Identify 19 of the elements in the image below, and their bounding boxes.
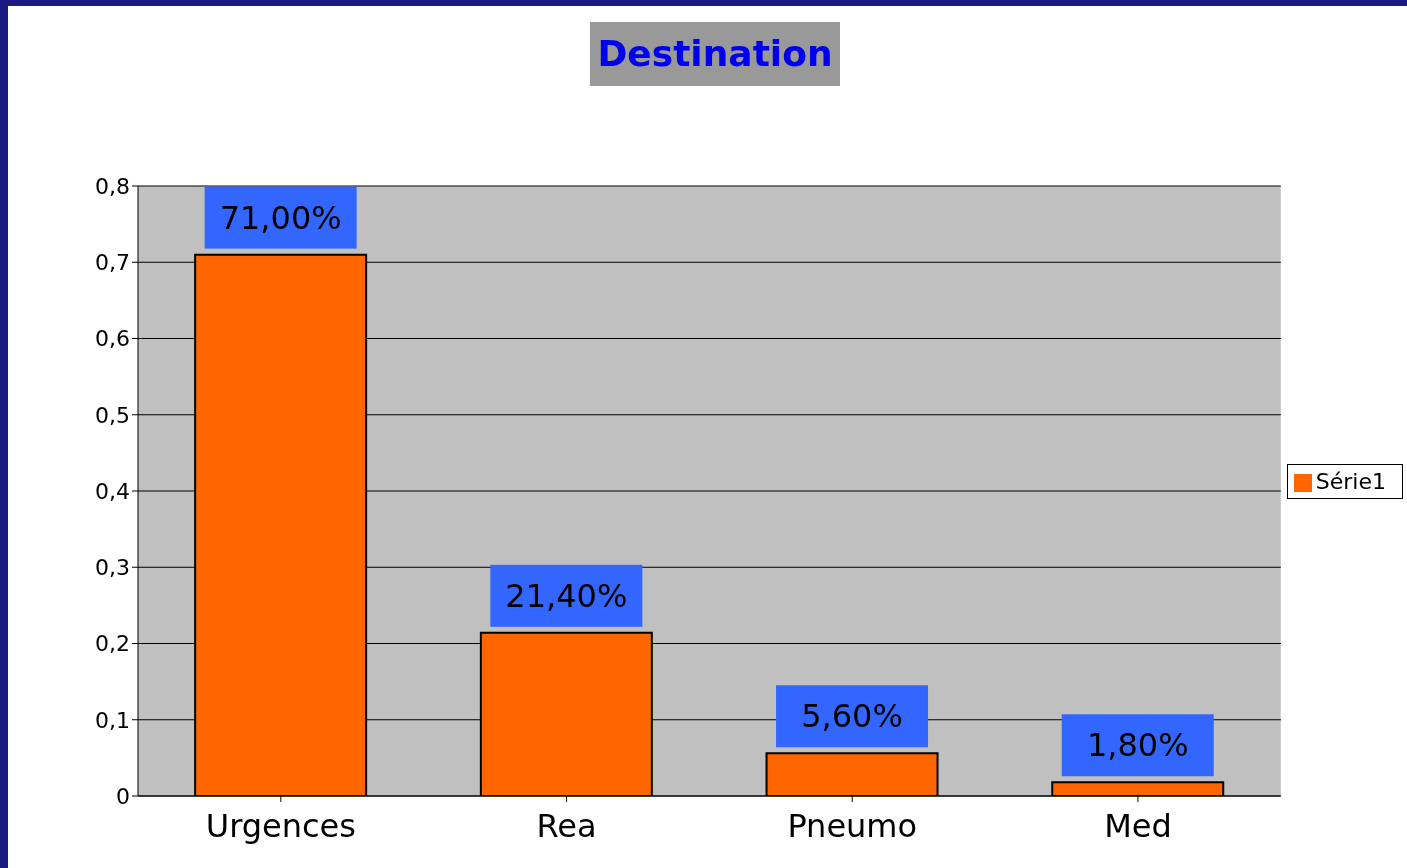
y-tick-label: 0,2: [95, 631, 130, 657]
x-tick-label: Pneumo: [787, 806, 918, 845]
y-tick-label: 0,7: [95, 250, 130, 276]
data-label: 1,80%: [1086, 726, 1189, 765]
y-tick-label: 0: [116, 783, 130, 809]
chart-title: Destination: [590, 22, 840, 86]
y-tick-label: 0,6: [95, 326, 130, 352]
x-tick-label: Med: [1104, 806, 1172, 845]
data-label: 21,40%: [505, 576, 628, 615]
data-label: 5,60%: [801, 697, 903, 736]
y-tick-label: 0,3: [95, 555, 130, 581]
data-label: 71,00%: [219, 198, 342, 237]
x-tick-label: Rea: [536, 806, 597, 845]
x-tick-label: Urgences: [205, 806, 356, 845]
y-tick-label: 0,1: [95, 707, 130, 733]
y-tick-label: 0,5: [95, 402, 130, 428]
y-tick-label: 0,4: [95, 478, 130, 504]
legend-label: Série1: [1315, 468, 1386, 494]
y-tick-label: 0,8: [95, 173, 130, 199]
